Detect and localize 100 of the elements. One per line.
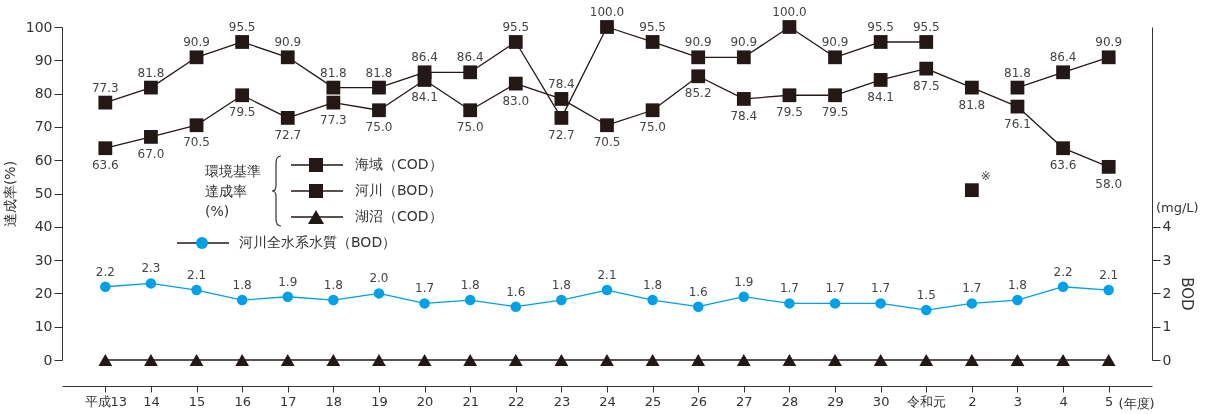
point (508, 76, 523, 91)
data-label: 1.7 (871, 281, 891, 296)
x-tick-label: 24 (599, 393, 616, 409)
data-label: 1.7 (415, 281, 435, 296)
data-label: 90.9 (183, 35, 210, 50)
point (372, 354, 386, 366)
annotation: ※ (980, 169, 991, 184)
point (373, 288, 385, 299)
data-label: 75.0 (456, 120, 484, 135)
point (326, 80, 341, 95)
y-tick-label: 100 (25, 18, 53, 35)
point (98, 95, 113, 110)
point (417, 354, 432, 366)
data-label: 79.5 (228, 105, 256, 120)
x-tick-label: 5 (1105, 393, 1114, 409)
data-label: 1.8 (551, 278, 571, 293)
x-tick-label: 17 (279, 393, 297, 409)
y-tick-label: 90 (34, 51, 53, 68)
point (463, 354, 478, 366)
y-tick-label: 70 (34, 118, 53, 135)
data-label: 70.5 (593, 135, 621, 150)
data-label: 78.4 (730, 108, 758, 123)
x-axis-title: (年度) (1118, 395, 1155, 411)
data-label: 90.9 (821, 35, 849, 50)
point (235, 88, 250, 103)
data-label: 95.5 (639, 19, 666, 34)
point (145, 278, 157, 289)
point (919, 35, 934, 49)
data-label: 70.5 (183, 135, 210, 150)
data-label: 1.9 (278, 274, 298, 289)
point (736, 354, 751, 366)
data-label: 1.7 (825, 281, 845, 296)
point (144, 130, 158, 144)
x-tick-label: 23 (553, 393, 571, 409)
point (189, 118, 204, 133)
x-tick-label: 令和元 (907, 393, 947, 409)
point (189, 50, 204, 65)
point (463, 103, 478, 118)
y2-tick-label: 4 (1162, 218, 1172, 235)
point (645, 35, 660, 49)
point (873, 35, 888, 49)
point (554, 111, 569, 125)
point (692, 301, 704, 312)
point (282, 291, 293, 302)
data-label: 79.5 (821, 105, 849, 120)
point (1103, 284, 1114, 296)
data-label: 81.8 (320, 65, 347, 80)
data-label: 78.4 (548, 76, 575, 91)
data-label: 1.8 (323, 278, 343, 293)
point (1101, 159, 1116, 174)
point (508, 354, 523, 366)
data-label: 86.4 (411, 50, 438, 65)
point (236, 294, 248, 306)
x-tick-label: 21 (462, 393, 479, 409)
data-label: 100.0 (589, 5, 625, 19)
data-label: 1.8 (643, 278, 663, 293)
data-label: 1.6 (506, 284, 526, 299)
data-label: 83.0 (502, 93, 530, 108)
data-label: 76.1 (1004, 116, 1031, 131)
x-tick-label: 26 (690, 393, 707, 409)
point (144, 354, 158, 366)
y-tick-label: 10 (34, 318, 53, 335)
point (556, 294, 567, 306)
data-label: 90.9 (274, 35, 302, 50)
data-label: 1.8 (232, 278, 252, 293)
point (782, 88, 797, 103)
data-label: 72.7 (274, 127, 302, 142)
data-label: 84.1 (867, 89, 894, 104)
point (189, 354, 204, 366)
data-label: 81.8 (365, 65, 393, 80)
point (326, 95, 341, 110)
data-label: 2.0 (369, 271, 389, 286)
data-label: 81.8 (1004, 65, 1031, 80)
point (144, 80, 158, 95)
point (691, 354, 706, 366)
data-label: 67.0 (137, 146, 165, 161)
point (919, 354, 934, 366)
y-tick-label: 80 (34, 85, 53, 102)
point (328, 294, 339, 306)
data-label: 95.5 (228, 19, 256, 34)
data-label: 79.5 (776, 105, 803, 120)
point (98, 141, 113, 156)
legend-label: 河川（BOD） (355, 182, 443, 200)
point (964, 354, 979, 366)
data-label: 2.1 (1099, 268, 1119, 283)
data-label: 90.9 (1095, 35, 1123, 50)
point (738, 291, 750, 302)
point (828, 88, 842, 103)
x-tick-label: 4 (1059, 393, 1068, 409)
data-label: 2.1 (186, 268, 207, 283)
data-label: 86.4 (456, 50, 484, 65)
x-tick-label: 平成13 (84, 393, 128, 409)
point (1101, 354, 1116, 366)
point (784, 298, 795, 309)
point (463, 65, 478, 80)
point (554, 92, 569, 106)
data-label: 63.6 (1049, 158, 1077, 173)
data-label: 100.0 (772, 5, 807, 19)
point (1012, 294, 1023, 306)
point (98, 354, 113, 366)
